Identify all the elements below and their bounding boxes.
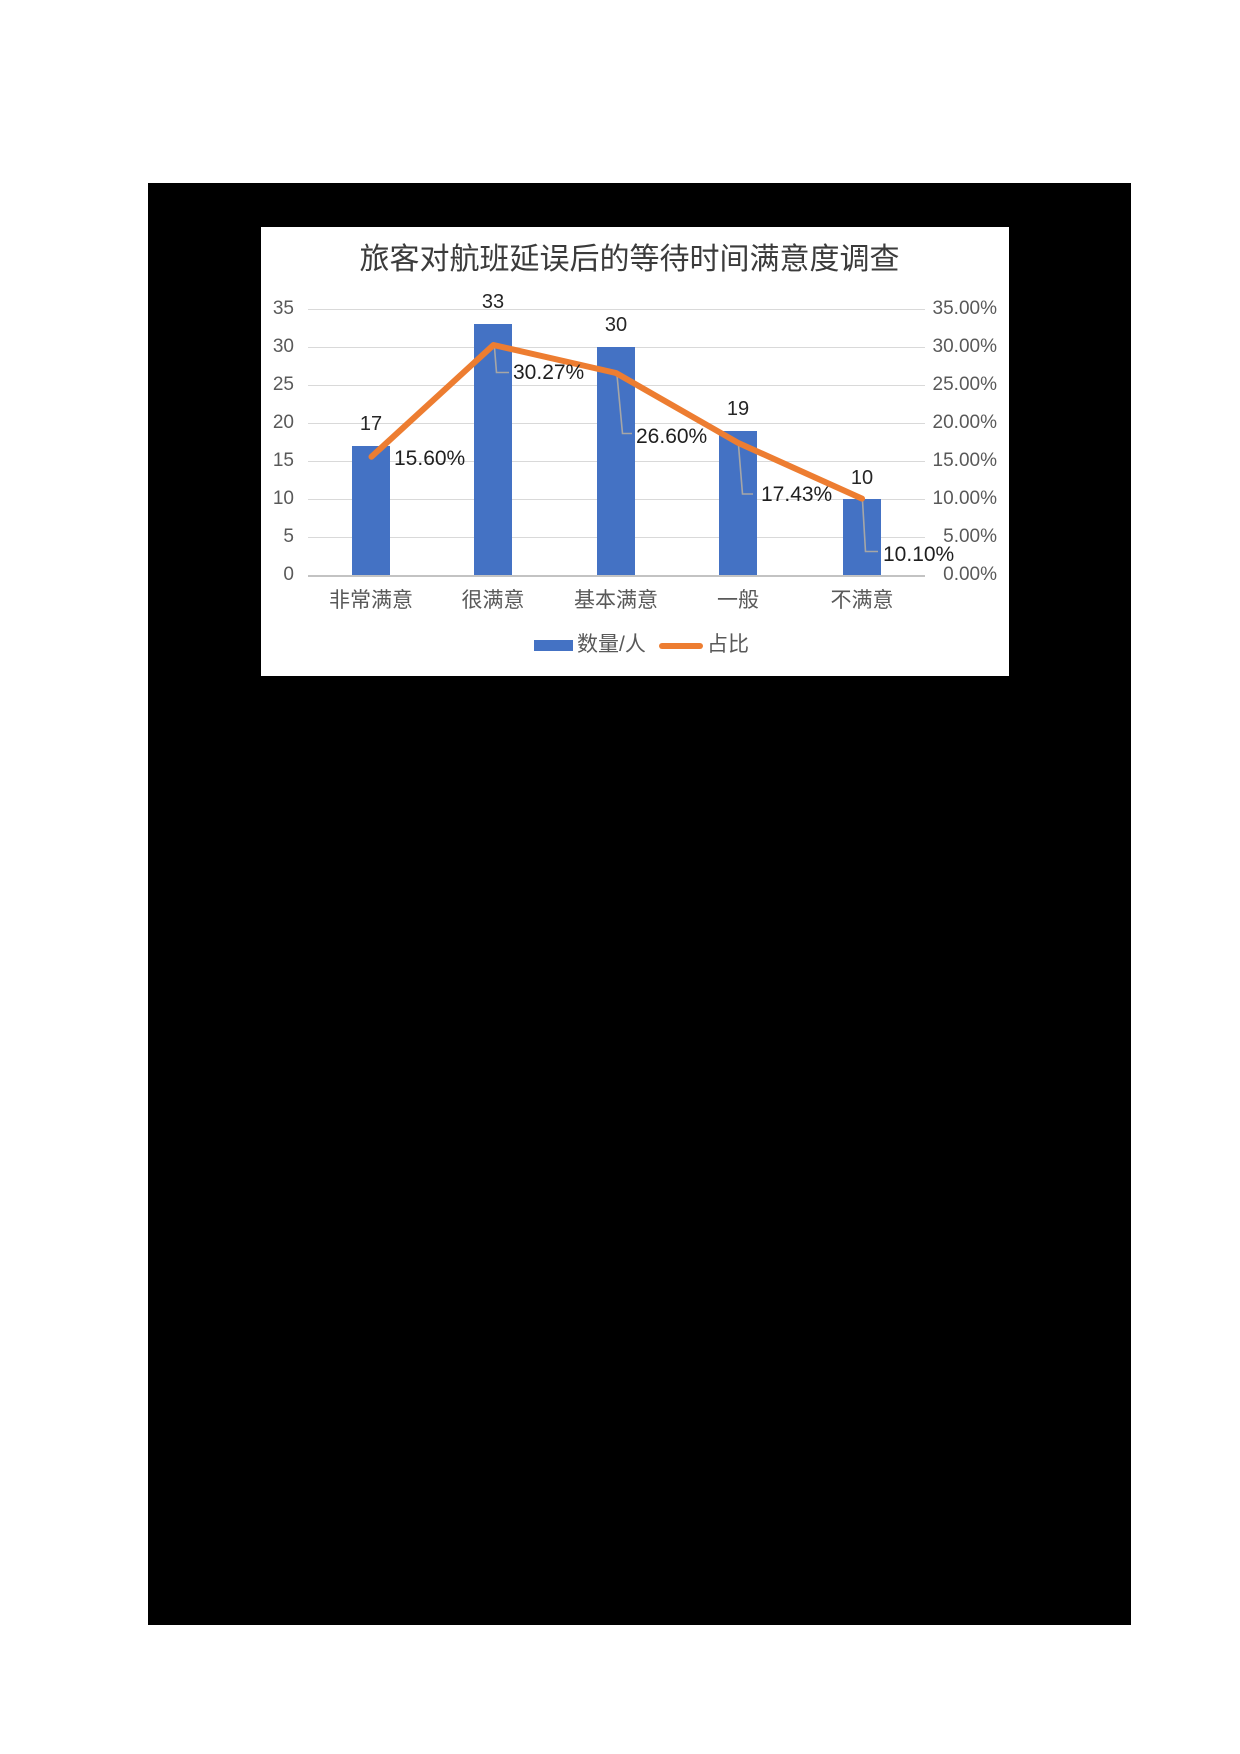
right-axis-tick-label: 20.00%: [932, 412, 997, 433]
gridline: [308, 309, 925, 310]
bar-data-label: 33: [481, 291, 505, 313]
category-label: 非常满意: [329, 589, 413, 612]
x-axis-line: [308, 575, 925, 577]
legend-line-swatch-icon: [659, 643, 703, 649]
leader-line: [493, 347, 509, 374]
left-axis-tick-label: 0: [283, 564, 294, 585]
percent-data-label: 15.60%: [394, 447, 466, 470]
left-axis-tick-label: 5: [283, 526, 294, 547]
category-label: 一般: [717, 589, 759, 612]
right-axis-tick-label: 10.00%: [932, 488, 997, 509]
percent-data-label: 30.27%: [513, 361, 585, 384]
bar-neutral: [719, 431, 757, 575]
bar-data-label: 17: [359, 413, 383, 435]
bar-data-label: 19: [726, 398, 750, 420]
chart-panel: 旅客对航班延误后的等待时间满意度调查 35 30 25 20 15 10 5 0…: [261, 227, 1009, 676]
category-label: 很满意: [461, 589, 525, 612]
legend-label-percent: 占比: [707, 633, 749, 656]
bar-quite-satisfied: [474, 324, 512, 575]
category-label: 基本满意: [574, 589, 658, 612]
legend-label-count: 数量/人: [577, 633, 646, 656]
percent-data-label: 26.60%: [636, 425, 708, 448]
bar-unsatisfied: [843, 499, 881, 575]
bar-very-satisfied: [352, 446, 390, 575]
bar-basically-satisfied: [597, 347, 635, 575]
right-axis-tick-label: 30.00%: [932, 336, 997, 357]
leader-line: [737, 444, 753, 495]
legend-bar-swatch-icon: [534, 640, 573, 651]
line-series-path: [368, 342, 865, 502]
category-label: 不满意: [830, 589, 894, 612]
black-document-area: 旅客对航班延误后的等待时间满意度调查 35 30 25 20 15 10 5 0…: [148, 183, 1131, 1625]
left-axis-tick-label: 30: [272, 336, 294, 357]
left-axis-tick-label: 15: [272, 450, 294, 471]
chart-title: 旅客对航班延误后的等待时间满意度调查: [359, 243, 900, 276]
left-axis-tick-label: 20: [272, 412, 294, 433]
right-axis-tick-label: 0.00%: [943, 564, 997, 585]
percent-data-label: 17.43%: [761, 483, 833, 506]
right-axis-tick-label: 25.00%: [932, 374, 997, 395]
percent-line-series: [368, 342, 878, 553]
left-axis-tick-label: 25: [272, 374, 294, 395]
leader-line: [861, 500, 878, 553]
right-axis-tick-label: 35.00%: [932, 298, 997, 319]
percent-data-label: 10.10%: [883, 543, 955, 566]
leader-line: [616, 374, 632, 435]
right-axis-tick-label: 5.00%: [943, 526, 997, 547]
bar-data-label: 10: [850, 467, 874, 489]
left-axis-tick-label: 10: [272, 488, 294, 509]
bar-data-label: 30: [604, 314, 628, 336]
right-axis-tick-label: 15.00%: [932, 450, 997, 471]
left-axis-tick-label: 35: [272, 298, 294, 319]
